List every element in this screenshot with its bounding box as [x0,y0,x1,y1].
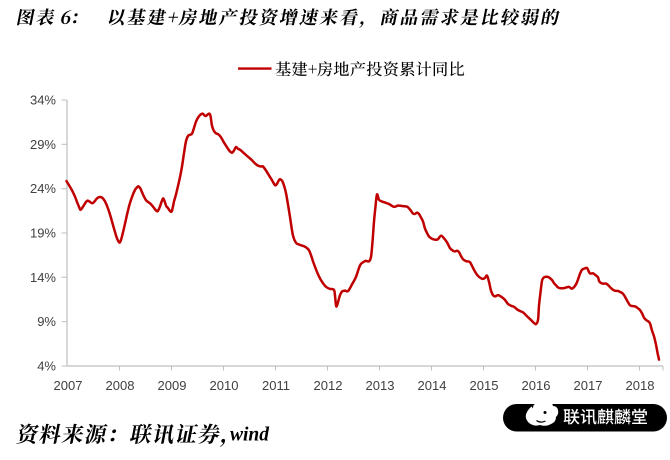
svg-text:29%: 29% [30,137,56,152]
svg-text:2014: 2014 [418,378,447,393]
svg-text:2013: 2013 [366,378,395,393]
svg-text:19%: 19% [30,226,56,241]
svg-text:2016: 2016 [522,378,551,393]
svg-text:14%: 14% [30,270,56,285]
svg-text:24%: 24% [30,181,56,196]
svg-text:9%: 9% [37,314,56,329]
svg-text:2017: 2017 [574,378,603,393]
svg-text:2009: 2009 [158,378,187,393]
svg-text:2011: 2011 [262,378,290,393]
svg-text:2015: 2015 [470,378,499,393]
svg-text:2007: 2007 [54,378,83,393]
svg-text:34%: 34% [30,93,56,108]
svg-text:4%: 4% [37,359,56,374]
svg-text:2010: 2010 [210,378,239,393]
svg-text:2018: 2018 [626,378,655,393]
svg-text:2012: 2012 [314,378,343,393]
svg-text:wind: wind [230,425,269,446]
svg-text:2008: 2008 [106,378,135,393]
